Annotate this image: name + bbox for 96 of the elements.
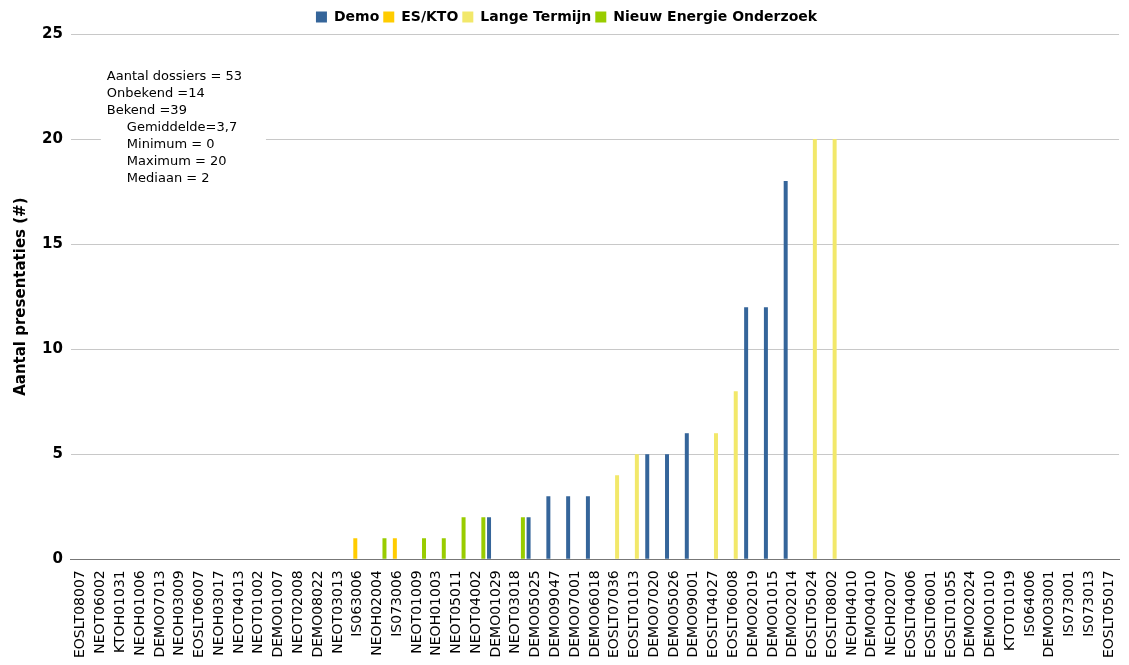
bar	[441, 538, 446, 559]
x-tick-label: EOSLT04006	[902, 570, 919, 659]
y-tick-label: 20	[42, 128, 63, 147]
x-tick-label: NEOH02007	[882, 570, 899, 656]
y-axis-title: Aantal presentaties (#)	[10, 197, 29, 396]
x-tick-label: IS073001	[1060, 570, 1077, 637]
bar	[645, 454, 650, 559]
x-tick-label: NEOH03009	[170, 570, 187, 656]
bar	[763, 307, 768, 559]
bar	[665, 454, 670, 559]
bar	[520, 517, 525, 559]
y-tick-label: 25	[42, 23, 63, 42]
y-tick-label: 10	[42, 339, 63, 358]
x-tick-label: DEMO09001	[684, 570, 701, 658]
x-tick-label: IS064006	[1020, 570, 1037, 637]
legend-label: ES/KTO	[401, 7, 459, 24]
x-tick-label: EOSLT01013	[625, 570, 642, 659]
x-tick-label: IS073013	[1080, 570, 1097, 637]
x-tick-label: NEOH01003	[427, 570, 444, 656]
x-tick-label: DEMO01007	[269, 570, 286, 658]
x-tick-label: DEMO01029	[486, 570, 503, 658]
x-tick-label: DEMO07013	[150, 570, 167, 658]
bar	[713, 433, 718, 559]
x-tick-label: KTOH01031	[110, 570, 127, 654]
bar	[526, 517, 531, 559]
bar	[487, 517, 492, 559]
x-tick-label: DEMO06018	[585, 570, 602, 658]
x-tick-label: NEOT03018	[506, 570, 523, 654]
y-tick-label: 15	[42, 234, 63, 253]
bar	[634, 454, 639, 559]
y-tick-label: 0	[52, 549, 63, 568]
x-tick-label: KTOT01019	[1000, 570, 1017, 652]
x-tick-label: DEMO02014	[783, 570, 800, 658]
x-tick-label: NEOT05011	[447, 570, 464, 654]
x-tick-label: DEMO07001	[565, 570, 582, 658]
bar	[812, 139, 817, 559]
y-tick-label: 5	[52, 444, 63, 463]
x-tick-label: NEOT02008	[288, 570, 305, 654]
bar	[733, 391, 738, 559]
bar	[566, 496, 571, 559]
x-tick-label: EOSLT08007	[71, 570, 88, 659]
bar	[744, 307, 749, 559]
x-tick-label: NEOH03017	[209, 570, 226, 656]
x-tick-label: EOSLT06001	[921, 570, 938, 659]
annotation: Gemiddelde=3,7	[126, 118, 238, 134]
annotation: Minimum = 0	[126, 135, 215, 151]
bar	[392, 538, 397, 559]
bar	[615, 475, 620, 559]
x-tick-label: IS073006	[387, 570, 404, 637]
bar	[585, 496, 590, 559]
x-tick-label: EOSLT06008	[724, 570, 741, 659]
bar	[382, 538, 387, 559]
x-tick-label: NEOT01002	[249, 570, 266, 654]
legend-label: Nieuw Energie Onderzoek	[613, 7, 818, 24]
bar	[422, 538, 427, 559]
annotation: Onbekend =14	[106, 84, 205, 100]
bar	[353, 538, 358, 559]
x-tick-label: EOSLT06007	[190, 570, 207, 659]
x-tick-label: NEOT04013	[229, 570, 246, 654]
x-tick-label: NEOT01009	[407, 570, 424, 654]
annotation: Aantal dossiers = 53	[106, 67, 242, 83]
x-tick-label: DEMO08022	[308, 570, 325, 658]
x-tick-label: EOSLT01055	[941, 570, 958, 659]
x-tick-label: DEMO01015	[763, 570, 780, 658]
bar	[783, 181, 788, 559]
x-tick-label: DEMO02019	[743, 570, 760, 658]
bar	[832, 139, 837, 559]
x-tick-label: DEMO09047	[546, 570, 563, 658]
annotation: Bekend =39	[106, 101, 187, 117]
x-tick-label: EOSLT05024	[803, 570, 820, 659]
bar	[546, 496, 551, 559]
x-tick-label: NEOT04002	[466, 570, 483, 654]
x-tick-label: EOSLT05017	[1099, 570, 1116, 659]
x-tick-label: DEMO01010	[981, 570, 998, 658]
x-tick-label: NEOH01006	[130, 570, 147, 656]
x-tick-label: DEMO07020	[644, 570, 661, 658]
x-tick-label: NEOT03013	[328, 570, 345, 654]
bar	[481, 517, 486, 559]
legend-label: Demo	[333, 7, 380, 24]
x-tick-label: DEMO02024	[961, 570, 978, 658]
x-tick-label: DEMO05025	[526, 570, 543, 658]
x-tick-label: NEOH04010	[842, 570, 859, 656]
x-tick-label: NEOT06002	[91, 570, 108, 654]
x-tick-label: EOSLT07036	[605, 570, 622, 659]
bar	[684, 433, 689, 559]
x-tick-label: DEMO05026	[664, 570, 681, 658]
x-tick-label: EOSLT04027	[704, 570, 721, 659]
annotation: Maximum = 20	[126, 152, 227, 168]
x-tick-label: IS063006	[348, 570, 365, 637]
x-tick-label: NEOH02004	[368, 570, 385, 656]
legend-label: Lange Termijn	[480, 7, 592, 24]
annotation: Mediaan = 2	[126, 169, 210, 185]
bar	[461, 517, 466, 559]
x-tick-label: DEMO04010	[862, 570, 879, 658]
x-tick-label: DEMO03001	[1040, 570, 1057, 658]
x-tick-label: EOSLT08002	[822, 570, 839, 659]
